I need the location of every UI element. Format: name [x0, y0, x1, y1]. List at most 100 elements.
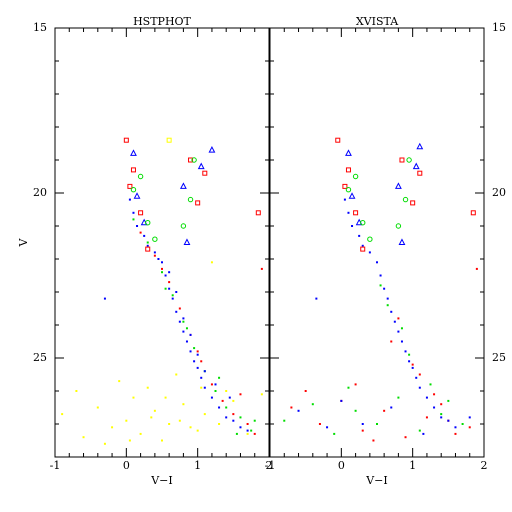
- star-point: [133, 192, 141, 199]
- plot-frame: [54, 27, 270, 458]
- star-point: [103, 442, 106, 445]
- star-point: [386, 304, 389, 307]
- star-point: [454, 432, 457, 435]
- star-point: [260, 267, 263, 270]
- star-point: [461, 423, 464, 425]
- star-point: [82, 436, 85, 439]
- star-point: [361, 244, 364, 247]
- star-point: [203, 370, 206, 373]
- star-point: [153, 251, 156, 254]
- star-point: [61, 413, 64, 416]
- star-point: [418, 429, 421, 432]
- star-point: [161, 271, 163, 274]
- star-point: [182, 330, 185, 333]
- x-tick-label: 1: [194, 459, 201, 472]
- x-tick-label: -1: [265, 459, 276, 472]
- star-point: [132, 218, 135, 221]
- star-point: [168, 423, 171, 425]
- star-point: [193, 347, 196, 350]
- star-point: [210, 261, 213, 264]
- star-point: [200, 376, 203, 379]
- star-point: [132, 211, 135, 214]
- y-tick-label: 15: [492, 21, 506, 34]
- star-point: [139, 231, 142, 234]
- star-point: [123, 137, 129, 143]
- star-point: [440, 416, 443, 419]
- star-point: [361, 429, 364, 432]
- star-point: [239, 416, 242, 419]
- star-point: [168, 281, 171, 284]
- star-point: [345, 187, 352, 193]
- star-point: [130, 149, 137, 156]
- star-point: [415, 376, 418, 379]
- star-point: [354, 383, 357, 386]
- star-point: [246, 429, 249, 432]
- panel-title: XVISTA: [356, 15, 399, 28]
- star-point: [208, 146, 216, 153]
- star-point: [447, 399, 450, 402]
- star-point: [171, 297, 174, 300]
- star-point: [253, 419, 256, 422]
- x-axis-label: V−I: [150, 474, 173, 487]
- star-point: [196, 366, 199, 369]
- star-point: [103, 297, 106, 300]
- star-point: [433, 406, 436, 409]
- star-point: [139, 432, 142, 435]
- star-point: [304, 390, 307, 392]
- star-point: [351, 225, 354, 227]
- star-point: [433, 393, 436, 396]
- star-point: [218, 406, 221, 409]
- star-point: [203, 386, 206, 389]
- star-point: [425, 416, 428, 419]
- star-point: [360, 220, 366, 226]
- star-point: [197, 162, 205, 170]
- star-point: [136, 225, 139, 227]
- star-point: [179, 182, 187, 189]
- star-point: [137, 173, 144, 180]
- star-point: [404, 350, 407, 353]
- star-point: [195, 200, 201, 206]
- y-tick-label: 25: [33, 351, 47, 364]
- star-point: [178, 307, 181, 310]
- star-point: [397, 317, 400, 320]
- star-point: [343, 198, 346, 201]
- star-point: [390, 310, 393, 313]
- star-point: [161, 439, 163, 442]
- star-point: [422, 432, 425, 435]
- star-point: [182, 320, 185, 323]
- star-point: [185, 340, 188, 343]
- star-point: [361, 423, 364, 425]
- star-point: [360, 246, 366, 252]
- star-point: [182, 317, 185, 320]
- star-point: [400, 327, 403, 330]
- star-point: [187, 196, 194, 203]
- star-point: [188, 157, 194, 163]
- star-point: [383, 287, 386, 290]
- x-axis-label: V−I: [365, 474, 388, 487]
- y-tick-label: 15: [33, 21, 47, 34]
- star-point: [150, 416, 153, 419]
- star-point: [326, 426, 329, 429]
- star-point: [246, 423, 249, 425]
- star-point: [175, 291, 178, 293]
- star-point: [225, 406, 228, 409]
- star-point: [376, 261, 378, 264]
- star-point: [347, 211, 350, 214]
- star-point: [454, 426, 457, 429]
- star-point: [400, 340, 403, 343]
- star-point: [175, 310, 178, 313]
- star-point: [146, 386, 149, 389]
- star-point: [383, 409, 386, 412]
- star-point: [408, 353, 411, 356]
- star-point: [418, 386, 421, 389]
- star-point: [185, 327, 188, 330]
- star-point: [406, 157, 412, 163]
- star-point: [367, 236, 373, 242]
- y-tick-label: 25: [492, 351, 506, 364]
- star-point: [189, 350, 192, 353]
- star-point: [411, 363, 414, 366]
- star-point: [260, 393, 263, 396]
- star-point: [255, 210, 261, 216]
- star-point: [128, 439, 131, 442]
